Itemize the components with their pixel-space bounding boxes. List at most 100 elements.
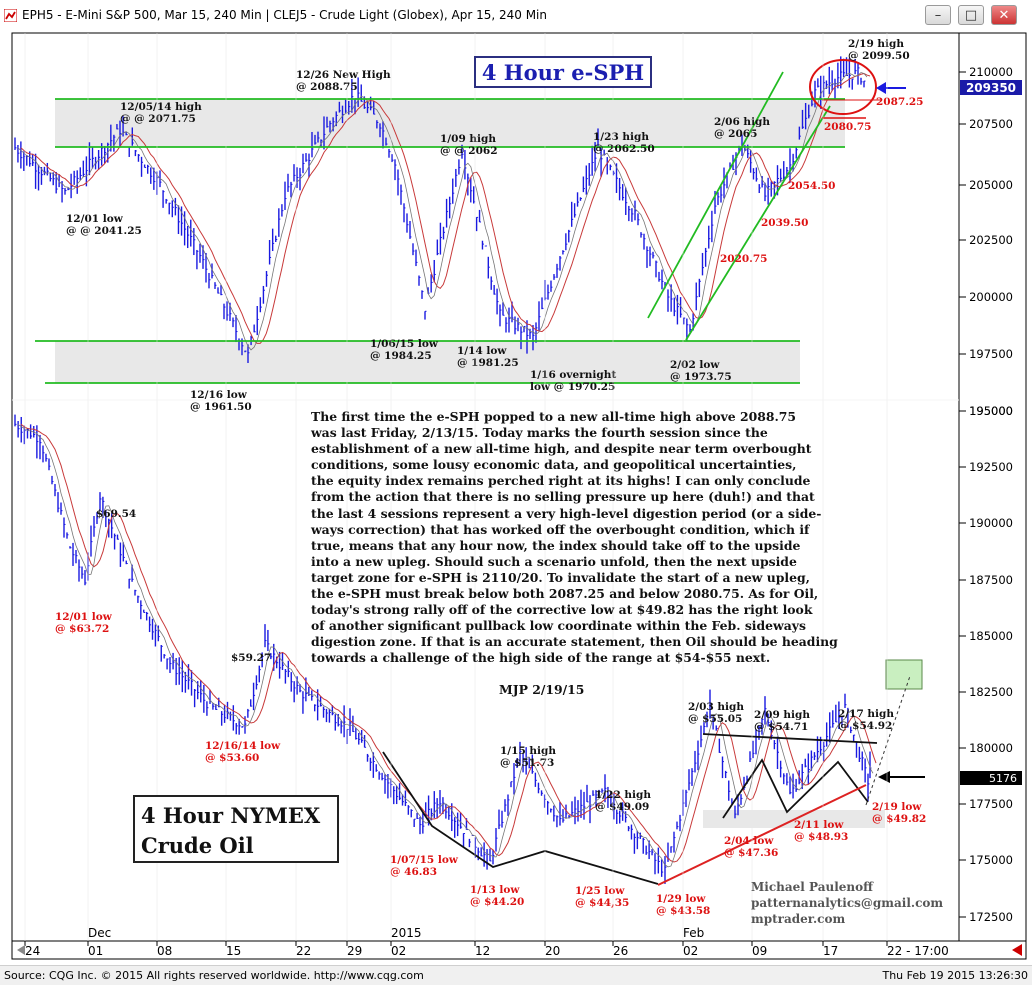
es-annotation: 12/26 New High <box>296 69 391 81</box>
channel-upper-line <box>647 71 784 319</box>
oil-annotation: 2/09 high <box>754 709 810 721</box>
oil-annotation: 2/19 low <box>872 801 922 813</box>
time-axis[interactable] <box>11 940 1027 960</box>
resistance-zone <box>55 99 845 147</box>
es-annotation: 12/05/14 high <box>120 101 202 113</box>
oil-moving-average <box>20 423 877 863</box>
oil-base-pattern <box>382 751 659 885</box>
es-fast-average <box>17 72 868 351</box>
oil-annotation: 1/07/15 low <box>390 854 459 866</box>
x-tick-label: 20 <box>545 944 560 958</box>
oil-y-tick-label: 177500 <box>969 797 1013 811</box>
x-tick-label: 01 <box>88 944 103 958</box>
oil-annotation: $59.27 <box>231 652 271 664</box>
timestamp-text: Thu Feb 19 2015 13:26:30 <box>882 969 1028 982</box>
oil-fast-average <box>17 424 874 868</box>
oil-annotation: @ $53.60 <box>205 752 259 764</box>
oil-annotation: 2/17 high <box>838 708 894 720</box>
oil-zigzag <box>722 758 869 819</box>
es-annotation: 2/06 high <box>714 116 770 128</box>
es-y-tick-label: 207500 <box>969 117 1013 131</box>
channel-lower-line <box>685 105 831 341</box>
es-annotation: @ @ 2041.25 <box>66 225 142 237</box>
x-tick-label: 22 <box>296 944 311 958</box>
oil-title-line2: Crude Oil <box>141 833 254 858</box>
oil-annotation: 1/15 high <box>500 745 556 757</box>
oil-annotation: 2/11 low <box>794 819 844 831</box>
support-zone <box>55 341 800 383</box>
scroll-left-icon[interactable] <box>17 945 25 955</box>
es-annotation: 2020.75 <box>720 253 768 265</box>
oil-annotation: @ $48.93 <box>794 831 848 843</box>
es-annotation: 2039.50 <box>761 217 809 229</box>
window-titlebar: EPH5 - E-Mini S&P 500, Mar 15, 240 Min |… <box>0 0 1032 30</box>
es-y-tick-label: 197500 <box>969 347 1013 361</box>
maximize-button[interactable]: □ <box>958 5 984 25</box>
x-tick-label: 08 <box>157 944 172 958</box>
es-annotation: 1/14 low <box>457 345 507 357</box>
x-axis-ticks: 24 01 08 15 22 29 02 12 20 26 02 09 17 22 - 17:00 Dec 2… <box>12 33 959 958</box>
oil-annotation: @ $55.05 <box>688 713 742 725</box>
es-annotation: 1/06/15 low <box>370 338 439 350</box>
es-annotation: 2054.50 <box>788 180 836 192</box>
es-annotation: @ 2065 <box>714 128 757 140</box>
oil-y-tick-label: 172500 <box>969 910 1013 924</box>
oil-y-tick-label: 180000 <box>969 741 1013 755</box>
x-month-label: 2015 <box>391 926 422 940</box>
author-credit: Michael Paulenoff patternanalytics@gmail… <box>751 879 943 927</box>
oil-annotation: @ $51.73 <box>500 757 554 769</box>
oil-annotation: 12/01 low <box>55 611 113 623</box>
credit-email[interactable]: patternanalytics@gmail.com <box>751 896 944 910</box>
close-button[interactable]: ✕ <box>991 5 1017 25</box>
oil-annotation: @ $49.82 <box>872 813 926 825</box>
oil-annotation: @ 46.83 <box>390 866 437 878</box>
x-tick-label: 02 <box>391 944 406 958</box>
es-annotation: @ 1984.25 <box>370 350 432 362</box>
x-tick-label: 09 <box>752 944 767 958</box>
signature: MJP 2/19/15 <box>499 682 585 697</box>
oil-annotation: @ $44,35 <box>575 897 629 909</box>
es-y-tick-label: 210000 <box>969 65 1013 79</box>
x-tick-label: 22 - 17:00 <box>887 944 949 958</box>
es-last-price-tag <box>960 80 1022 95</box>
es-annotation: @ 2099.50 <box>848 50 910 62</box>
oil-y-tick-label: 187500 <box>969 573 1013 587</box>
scroll-right-icon[interactable] <box>1012 944 1022 956</box>
oil-last-price-tag <box>960 771 1022 785</box>
chart-overlays <box>35 59 925 886</box>
es-annotation: 1/09 high <box>440 133 496 145</box>
commentary-text: The first time the e-SPH popped to a new… <box>311 409 838 666</box>
oil-annotation: @ $54.71 <box>754 721 808 733</box>
es-annotation: 2/19 high <box>848 38 904 50</box>
es-annotation: 2080.75 <box>824 121 872 133</box>
es-y-tick-label: 200000 <box>969 290 1013 304</box>
es-annotation: @ 1981.25 <box>457 357 519 369</box>
minimize-button[interactable]: – <box>925 5 951 25</box>
es-annotation: @ 1961.50 <box>190 401 252 413</box>
target-zone-box <box>885 659 923 690</box>
oil-y-tick-label: 190000 <box>969 516 1013 530</box>
oil-y-tick-label: 195000 <box>969 404 1013 418</box>
oil-annotation: $69.54 <box>96 508 136 520</box>
es-moving-average <box>20 73 871 344</box>
es-annotation: 1/23 high <box>593 131 649 143</box>
es-annotation: @ @ 2071.75 <box>120 113 196 125</box>
credit-site[interactable]: mptrader.com <box>751 912 846 926</box>
es-last-price: 209350 <box>966 81 1016 95</box>
oil-annotation: @ $44.20 <box>470 896 524 908</box>
oil-annotation: 12/16/14 low <box>205 740 281 752</box>
oil-annotation: 1/29 low <box>656 893 706 905</box>
es-y-tick-label: 205000 <box>969 178 1013 192</box>
y-axis-ticks: 210000 207500 205000 202500 200000 197500 1950… <box>959 65 1013 924</box>
x-tick-label: 12 <box>475 944 490 958</box>
oil-y-tick-label: 185000 <box>969 629 1013 643</box>
highlight-circle <box>809 59 877 115</box>
es-annotation: @ 2088.75 <box>296 81 358 93</box>
x-tick-label: 02 <box>683 944 698 958</box>
projection-dashed-line <box>865 675 911 806</box>
es-annotation: @ 2062.50 <box>593 143 655 155</box>
es-annotation: low @ 1970.25 <box>530 381 615 393</box>
price-axis[interactable] <box>958 32 1027 942</box>
oil-annotation: 1/13 low <box>470 884 520 896</box>
